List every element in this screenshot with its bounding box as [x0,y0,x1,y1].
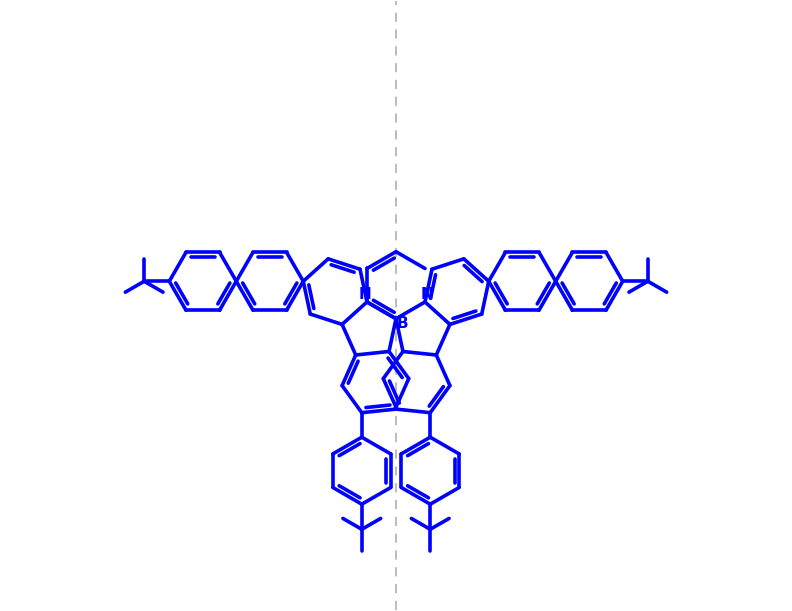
Text: N: N [421,287,433,302]
Text: N: N [359,287,371,302]
Text: B: B [396,316,408,331]
